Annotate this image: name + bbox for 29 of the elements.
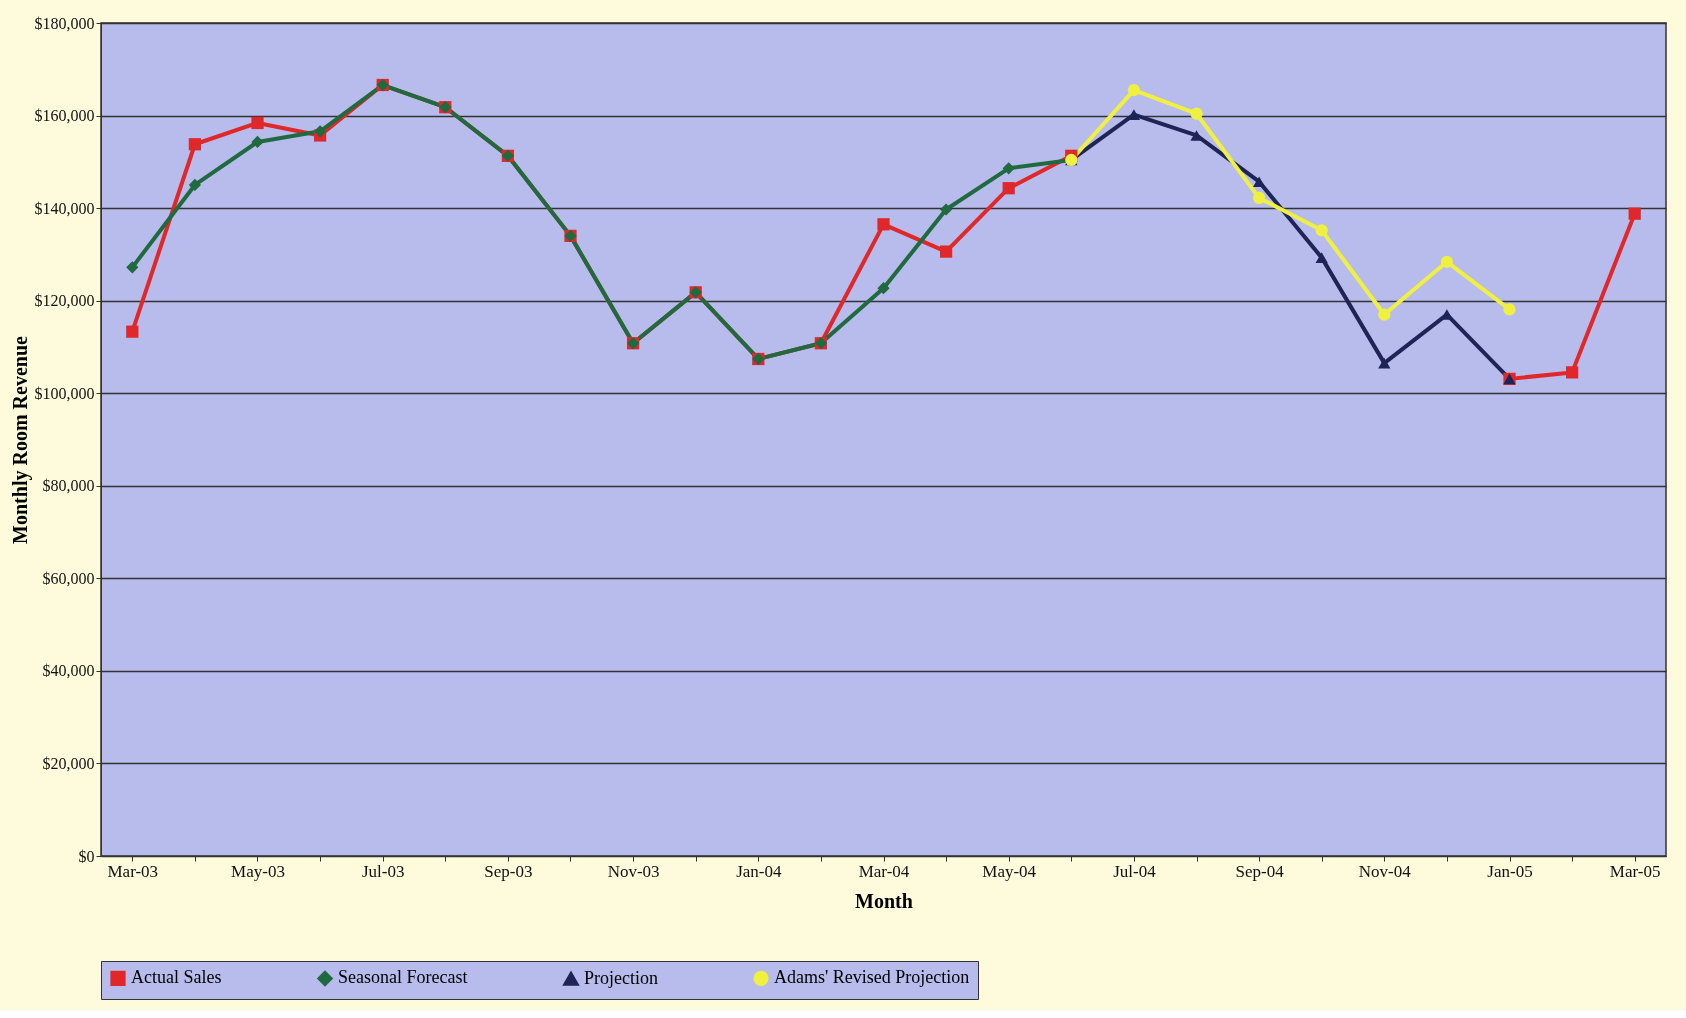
x-tick-label: Sep-03 <box>484 861 533 881</box>
y-tick-label: $180,000 <box>34 14 95 32</box>
y-tick-label: $0 <box>78 847 95 865</box>
legend-label: Projection <box>584 967 658 988</box>
y-tick-label: $60,000 <box>42 569 95 587</box>
y-tick-label: $160,000 <box>34 107 95 125</box>
x-tick-label: May-04 <box>982 861 1037 881</box>
y-tick-label: $120,000 <box>34 292 95 310</box>
x-tick-label: Jan-04 <box>736 861 782 881</box>
y-tick-label: $20,000 <box>42 754 95 772</box>
x-tick-label: Mar-03 <box>107 861 159 881</box>
legend-label: Seasonal Forecast <box>338 967 468 988</box>
x-tick-label: Nov-04 <box>1358 861 1412 881</box>
legend-label: Adams' Revised Projection <box>774 967 970 988</box>
y-tick-label: $40,000 <box>42 662 95 680</box>
x-tick-label: Sep-04 <box>1235 861 1285 881</box>
y-axis-title: Monthly Room Revenue <box>8 336 32 544</box>
x-tick-label: Jul-03 <box>361 861 405 881</box>
x-axis-title: Month <box>855 889 913 912</box>
legend-label: Actual Sales <box>131 967 222 988</box>
x-tick-label: Jan-05 <box>1487 861 1533 881</box>
y-tick-label: $100,000 <box>34 384 95 402</box>
x-tick-label: Mar-04 <box>858 861 910 881</box>
x-tick-label: Mar-05 <box>1609 861 1661 881</box>
y-tick-label: $140,000 <box>34 199 95 217</box>
y-tick-label: $80,000 <box>42 477 95 495</box>
x-tick-label: May-03 <box>231 861 285 881</box>
x-tick-label: Jul-04 <box>1113 861 1157 881</box>
x-tick-label: Nov-03 <box>607 861 660 881</box>
